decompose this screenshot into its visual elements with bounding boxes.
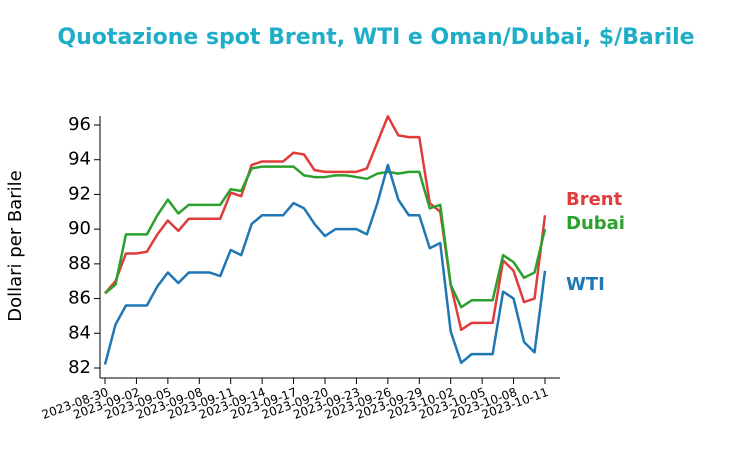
y-tick-label: 90 (68, 218, 91, 239)
y-tick-label: 84 (68, 322, 91, 343)
chart-title: Quotazione spot Brent, WTI e Oman/Dubai,… (57, 25, 694, 50)
series-line (104, 115, 547, 332)
series-line (103, 163, 547, 365)
legend-label: WTI (566, 274, 605, 295)
y-axis-label: Dollari per Barile (5, 170, 26, 322)
series-line (104, 165, 547, 309)
y-tick-label: 88 (68, 253, 91, 274)
legend-label: Dubai (566, 213, 625, 234)
legend-label: Brent (566, 189, 623, 210)
y-tick-label: 94 (68, 149, 91, 170)
y-tick-label: 86 (68, 288, 91, 309)
y-tick-label: 82 (68, 357, 91, 378)
y-tick-label: 96 (68, 114, 91, 135)
y-tick-label: 92 (68, 183, 91, 204)
